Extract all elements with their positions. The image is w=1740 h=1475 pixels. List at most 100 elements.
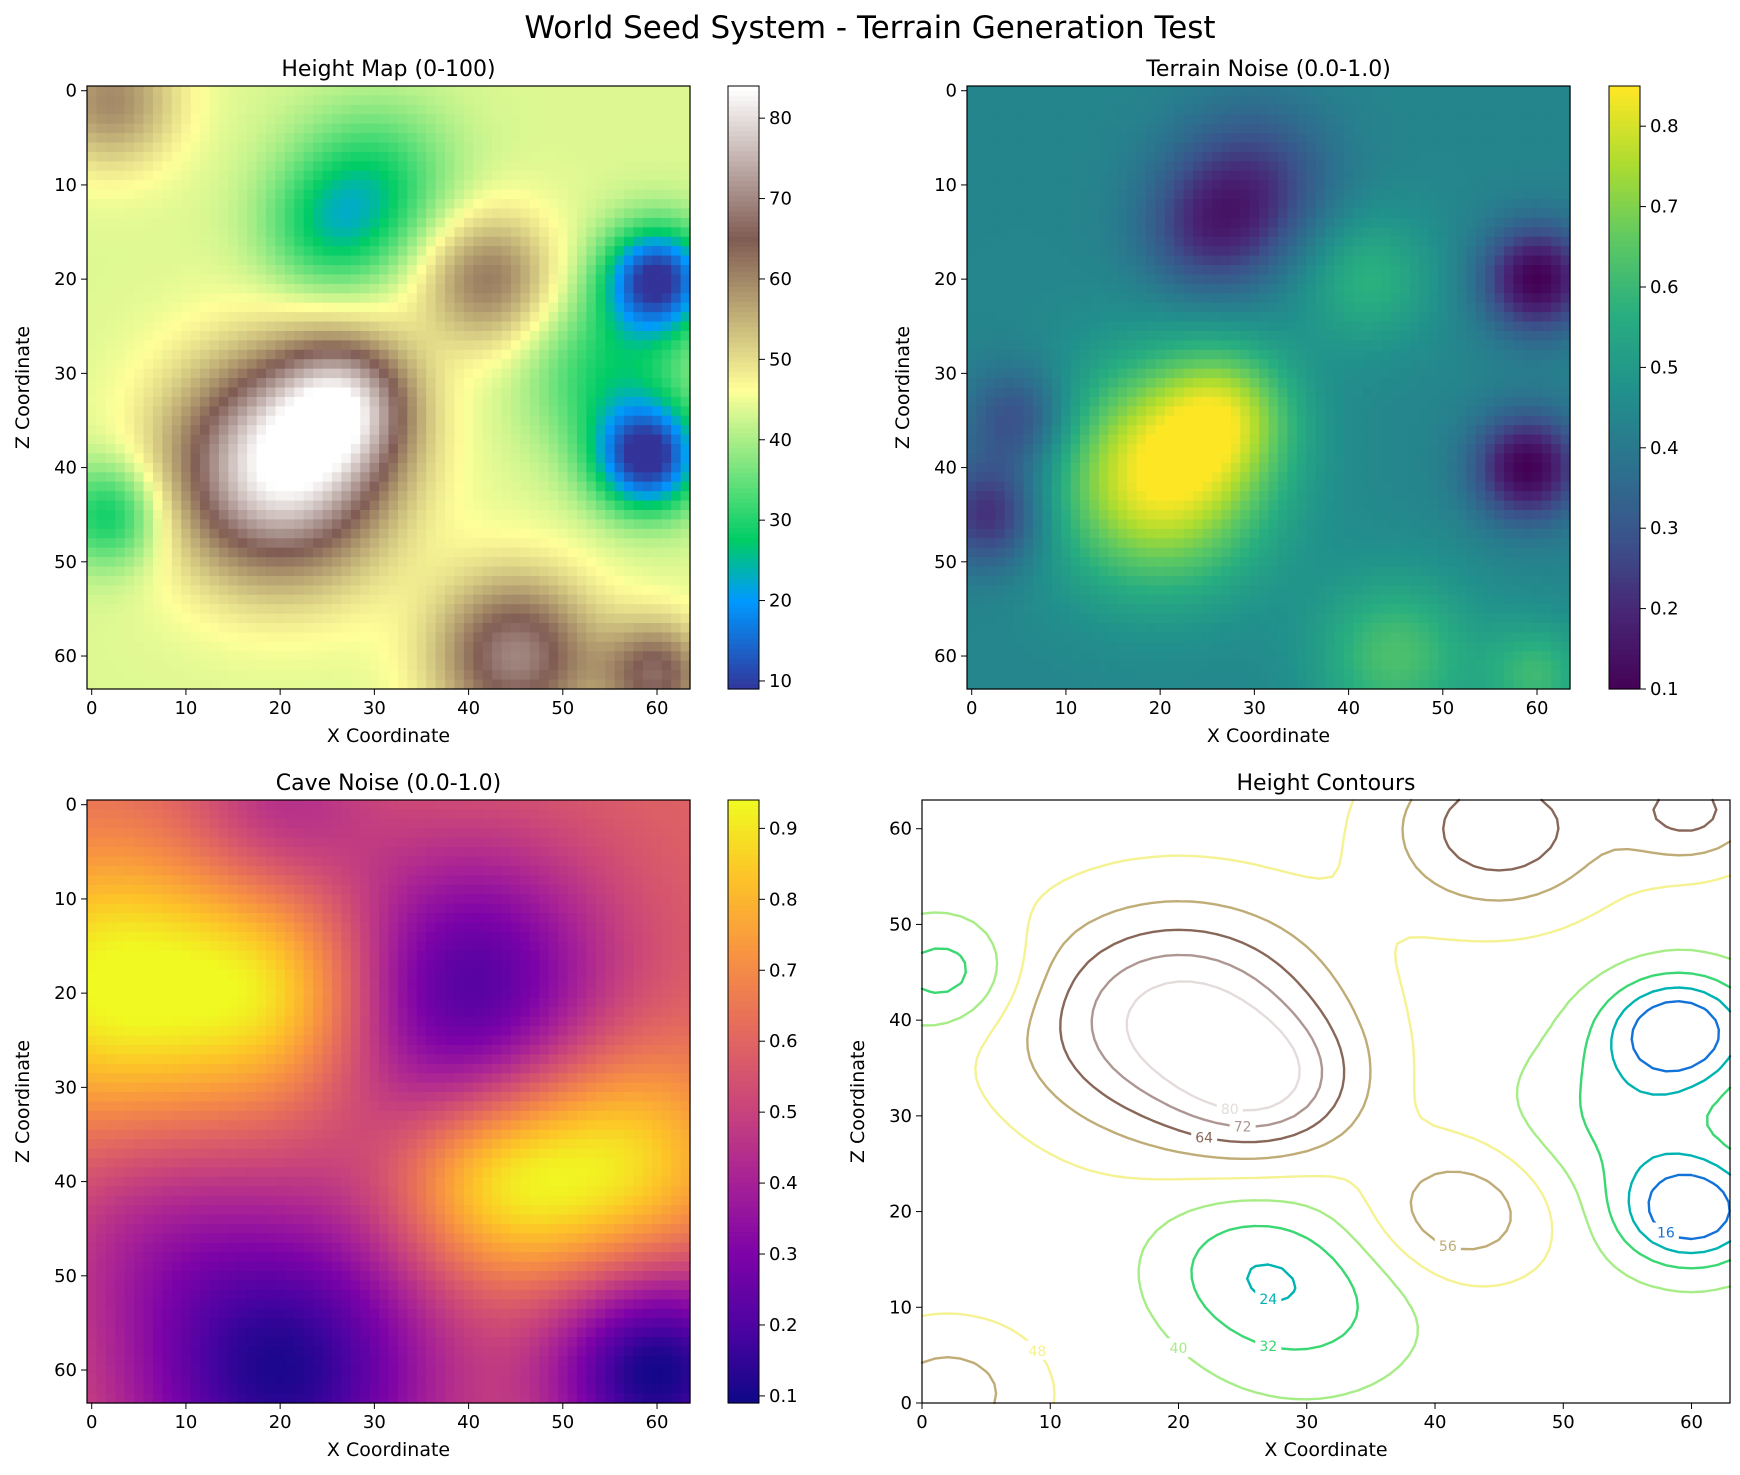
heat-cell: [529, 472, 540, 483]
heat-cell: [303, 472, 314, 483]
heat-cell: [661, 104, 672, 115]
heat-cell: [237, 312, 248, 323]
heat-cell: [256, 434, 267, 445]
heat-cell: [134, 321, 145, 332]
heat-cell: [200, 641, 211, 652]
heat-cell: [397, 679, 408, 690]
heat-cell: [586, 208, 597, 219]
heat-cell: [228, 604, 239, 615]
heat-cell: [162, 519, 173, 530]
heat-cell: [1296, 123, 1307, 134]
heat-cell: [652, 330, 663, 341]
heat-cell: [284, 189, 295, 200]
heat-cell: [275, 641, 286, 652]
heat-cell: [397, 444, 408, 455]
heat-cell: [247, 293, 258, 304]
heat-cell: [416, 227, 427, 238]
heat-cell: [152, 425, 163, 436]
heat-cell: [435, 236, 446, 247]
heat-cell: [322, 217, 333, 228]
heat-cell: [379, 86, 390, 97]
heat-cell: [275, 312, 286, 323]
heat-cell: [558, 425, 569, 436]
heat-cell: [595, 472, 606, 483]
heat-cell: [548, 434, 559, 445]
heat-cell: [510, 283, 521, 294]
heat-cell: [322, 330, 333, 341]
heat-cell: [435, 293, 446, 304]
heat-cell: [228, 641, 239, 652]
heat-cell: [200, 557, 211, 568]
heat-cell: [976, 151, 987, 162]
heat-cell: [1277, 86, 1288, 97]
heat-cell: [473, 491, 484, 502]
heat-cell: [247, 425, 258, 436]
x-tick-label: 50: [551, 698, 574, 719]
heat-cell: [171, 340, 182, 351]
heat-cell: [1051, 180, 1062, 191]
heat-cell: [985, 161, 996, 172]
heat-cell: [510, 519, 521, 530]
heat-cell: [967, 86, 978, 97]
heat-cell: [1259, 170, 1270, 181]
heat-cell: [1240, 180, 1251, 191]
heat-cell: [633, 189, 644, 200]
heat-cell: [360, 189, 371, 200]
heat-cell: [1221, 151, 1232, 162]
heat-cell: [985, 123, 996, 134]
heat-cell: [181, 123, 192, 134]
heat-cell: [473, 670, 484, 681]
heat-cell: [1174, 133, 1185, 144]
heat-cell: [1136, 189, 1147, 200]
heat-cell: [492, 86, 503, 97]
heat-cell: [445, 170, 456, 181]
heat-cell: [105, 623, 116, 634]
heat-cell: [171, 509, 182, 520]
heat-cell: [369, 481, 380, 492]
heat-cell: [105, 585, 116, 596]
heat-cell: [350, 547, 361, 558]
heat-cell: [134, 585, 145, 596]
heat-cell: [416, 151, 427, 162]
heat-cell: [96, 651, 107, 662]
heat-cell: [558, 594, 569, 605]
heat-cell: [558, 472, 569, 483]
heat-cell: [284, 660, 295, 671]
heat-cell: [266, 415, 277, 426]
heat-cell: [473, 217, 484, 228]
heat-cell: [350, 613, 361, 624]
heat-cell: [1174, 189, 1185, 200]
heat-cell: [548, 387, 559, 398]
heat-cell: [96, 133, 107, 144]
heat-cell: [463, 425, 474, 436]
heat-cell: [463, 359, 474, 370]
heat-cell: [256, 387, 267, 398]
heat-cell: [303, 406, 314, 417]
heat-cell: [360, 302, 371, 313]
heat-cell: [463, 170, 474, 181]
heat-cell: [96, 594, 107, 605]
colorbar-step: [728, 181, 759, 188]
heat-cell: [171, 594, 182, 605]
heat-cell: [435, 547, 446, 558]
heat-cell: [388, 199, 399, 210]
heat-cell: [501, 180, 512, 191]
heat-cell: [520, 255, 531, 266]
heat-cell: [445, 613, 456, 624]
heat-cell: [87, 566, 98, 577]
heat-cell: [1098, 151, 1109, 162]
heat-cell: [501, 528, 512, 539]
heat-cell: [473, 613, 484, 624]
heat-cell: [661, 528, 672, 539]
heat-cell: [671, 472, 682, 483]
heat-cell: [341, 359, 352, 370]
heat-cell: [1296, 170, 1307, 181]
heat-cell: [661, 208, 672, 219]
heat-cell: [369, 453, 380, 464]
heat-cell: [181, 189, 192, 200]
heat-cell: [190, 208, 201, 219]
heat-cell: [190, 641, 201, 652]
heat-cell: [520, 274, 531, 285]
heat-cell: [642, 613, 653, 624]
heat-cell: [510, 321, 521, 332]
